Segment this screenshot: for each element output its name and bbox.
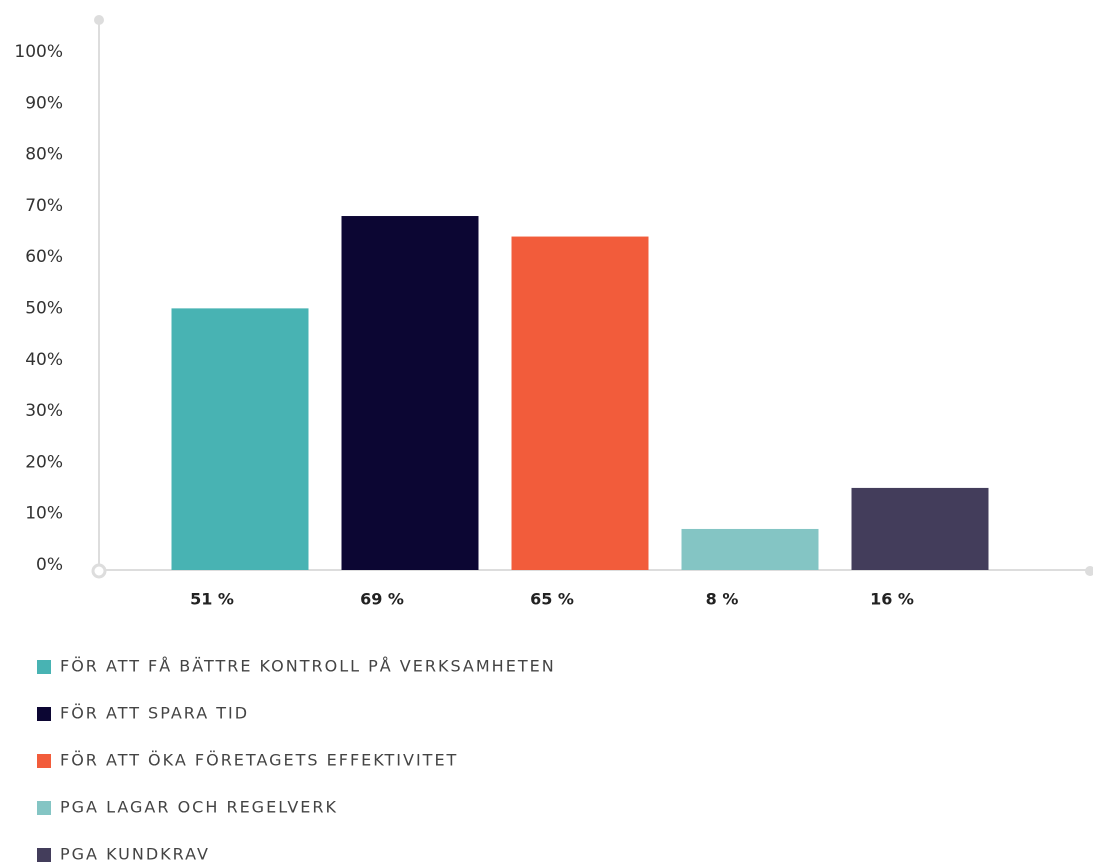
y-tick-label: 50% [25,299,63,319]
legend-swatch [37,754,51,768]
legend-swatch [37,707,51,721]
legend-swatch [37,660,51,674]
legend-label: PGA LAGAR OCH REGELVERK [60,798,338,817]
legend-label: FÖR ATT FÅ BÄTTRE KONTROLL PÅ VERKSAMHET… [60,657,556,676]
y-tick-label: 80% [25,145,63,165]
y-tick-label: 20% [25,452,63,472]
value-label: 8 % [706,590,739,609]
y-tick-label: 30% [25,401,63,421]
y-tick-label: 100% [14,42,63,62]
y-tick-label: 10% [25,504,63,524]
value-label: 65 % [530,590,574,609]
legend-swatch [37,801,51,815]
value-label: 51 % [190,590,234,609]
bar [341,216,479,570]
bar [511,236,649,571]
y-tick-label: 90% [25,93,63,113]
value-label: 16 % [870,590,914,609]
legend-label: FÖR ATT ÖKA FÖRETAGETS EFFEKTIVITET [60,751,458,770]
bar [851,487,989,570]
y-tick-label: 70% [25,196,63,216]
legend-label: PGA KUNDKRAV [60,845,210,864]
legend-label: FÖR ATT SPARA TID [60,704,249,723]
axis-end [1085,566,1093,576]
axis-end [94,15,104,25]
axis-origin [91,563,107,579]
y-tick-label: 60% [25,247,63,267]
legend-swatch [37,848,51,862]
y-tick-label: 40% [25,350,63,370]
y-tick-label: 0% [36,555,63,575]
value-label: 69 % [360,590,404,609]
bar [681,528,819,570]
bar [171,308,309,570]
